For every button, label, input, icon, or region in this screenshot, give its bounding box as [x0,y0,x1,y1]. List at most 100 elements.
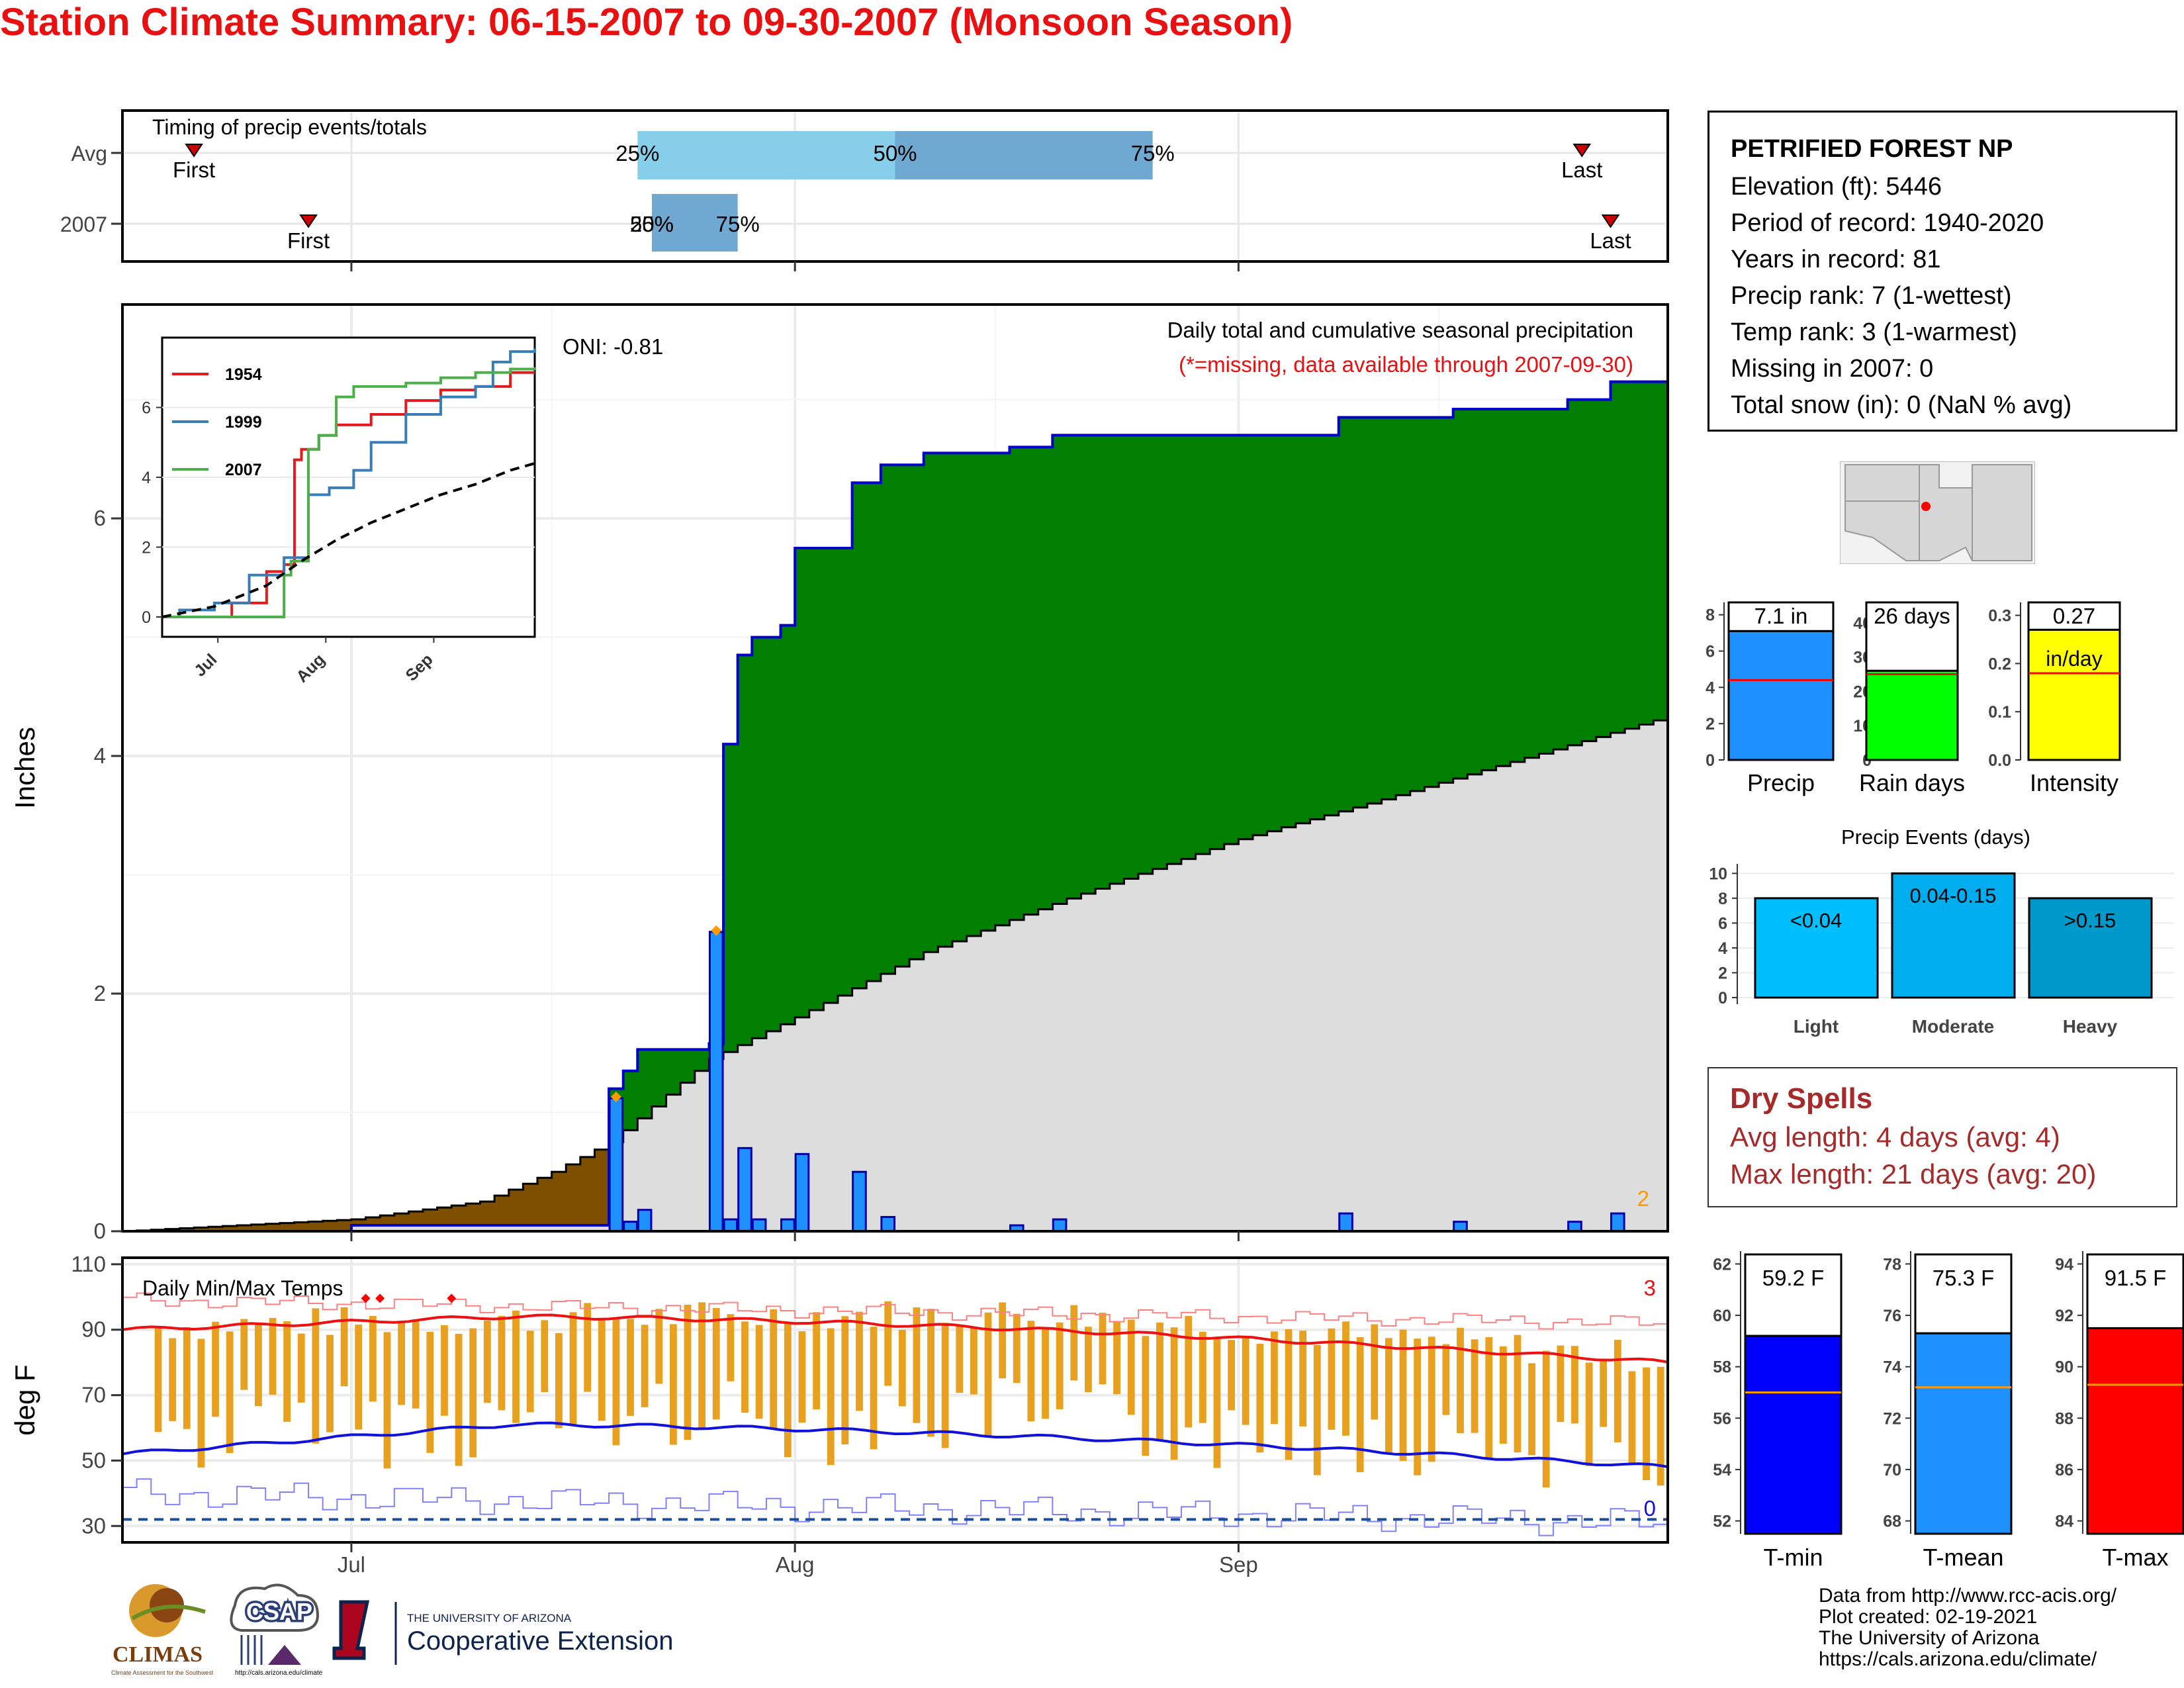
temp-summary-fill [2086,1327,2184,1535]
summary-bar-fill [2027,628,2121,761]
precip-above-average [737,655,752,1045]
precip-below-average [308,1221,324,1231]
daily-temp-range-bar [870,1327,878,1450]
inset-legend-label: 2007 [225,461,262,479]
inset-legend-label: 1999 [225,413,262,432]
precip-above-average [1152,435,1167,869]
temp-summary-frame [1744,1253,1843,1337]
temp-ytick-label: 90 [81,1317,106,1342]
daily-precip-bar [794,1152,810,1233]
events-bar-range: >0.15 [2064,909,2116,932]
dry-spells-box: Dry Spells Avg length: 4 days (avg: 4) M… [1707,1067,2177,1207]
daily-temp-range-bar [1356,1337,1364,1473]
precip-below-average [294,1222,309,1231]
daily-temp-range-bar [240,1319,248,1390]
daily-temp-range-bar [913,1307,921,1423]
daily-temp-range-bar [1256,1344,1264,1453]
daily-temp-range-bar [1485,1337,1493,1459]
daily-temp-range-bar [956,1325,964,1393]
daily-precip-bar [637,1209,653,1233]
precip-above-average [1424,417,1439,787]
precip-below-average [594,1149,610,1226]
precip-above-average [1138,435,1154,874]
inset-series-line [162,367,536,618]
temp-summary-tick-label: 90 [2055,1358,2073,1377]
station-precip-rank: Precip rank: 7 (1-wettest) [1731,282,2012,310]
avg-min-temp-line [122,1421,1668,1468]
daily-temp-range-bar [1170,1327,1178,1460]
precip-above-average [1124,435,1139,879]
summary-tick-label: 4 [1706,679,1715,697]
daily-temp-range-bar [927,1309,934,1437]
precip-corner-count: 2 [1637,1186,1649,1211]
station-years: Years in record: 81 [1731,246,1941,273]
precip-above-average [1353,417,1368,808]
precip-below-average [351,1219,367,1226]
timing-avg-p75: 75% [1131,141,1175,165]
inset-ytick-label: 0 [142,608,151,627]
daily-precip-bar [608,1097,624,1233]
precip-above-average [651,1049,667,1107]
precip-above-average [809,547,824,1010]
daily-temp-range-bar [813,1312,820,1410]
precip-below-average [580,1156,596,1226]
precip-above-average [880,465,896,974]
precip-above-average [838,547,853,996]
events-category: Moderate [1912,1016,1994,1037]
daily-precip-bar [737,1147,752,1233]
daily-temp-range-bar [1299,1331,1307,1427]
temp-summary-tick-label: 70 [1883,1461,1901,1479]
daily-temp-range-bar [197,1338,205,1468]
daily-temp-range-bar [1643,1367,1650,1480]
precip-above-average [637,1049,653,1119]
precip-below-average [494,1196,510,1226]
daily-temp-range-bar [784,1323,792,1458]
daily-temp-range-bar [1084,1327,1092,1393]
university-of-arizona-logo: THE UNIVERSITY OF ARIZONA Cooperative Ex… [332,1600,673,1665]
daily-temp-range-bar [698,1302,706,1430]
precip-below-average [508,1190,523,1226]
daily-precip-bar [1052,1218,1068,1233]
daily-temp-range-bar [641,1325,649,1407]
daily-temp-range-bar [856,1311,863,1411]
station-temp-rank: Temp rank: 3 (1-warmest) [1731,318,2017,346]
precip-above-average [981,453,996,931]
dry-spells-max: Max length: 21 days (avg: 20) [1730,1158,2097,1190]
summary-tick-label: 0.0 [1988,751,2011,770]
daily-temp-range-bar [941,1323,949,1448]
temp-count-low: 0 [1644,1496,1656,1521]
daily-temp-range-bar [827,1328,835,1466]
daily-temp-range-bar [1657,1366,1664,1486]
temp-summary-fill [1744,1335,1843,1535]
precip-above-average [1052,435,1068,904]
precip-above-average [1653,381,1668,721]
events-tick-label: 0 [1718,989,1727,1008]
daily-temp-range-bar [770,1309,778,1428]
precip-below-average [423,1209,438,1226]
precip-above-average [1066,435,1082,899]
temp-summary-tick-label: 62 [1713,1255,1731,1274]
daily-temp-range-bar [970,1327,978,1395]
precip-above-average [1195,435,1210,855]
temp-summary-label: T-min [1764,1544,1823,1569]
daily-precip-bar [1453,1221,1468,1233]
precip-above-average [766,637,782,1031]
precip-ytick-label: 2 [94,981,106,1006]
events-bar-range: <0.04 [1790,909,1842,932]
timing-avg-first-label: First [173,158,215,182]
daily-temp-range-bar [1542,1350,1550,1487]
daily-temp-range-bar [984,1312,992,1438]
precip-above-average [795,547,810,1017]
precip-ytick-label: 4 [94,743,106,768]
precip-below-average [279,1223,295,1231]
precip-title: Daily total and cumulative seasonal prec… [1167,318,1633,342]
timing-panel: Timing of precip events/totals Avg 2007 … [60,109,1669,263]
precip-below-average [480,1201,495,1226]
daily-temp-range-bar [798,1331,806,1423]
summary-tick-label: 8 [1706,606,1715,625]
temp-summary-frame [2086,1253,2184,1329]
svg-text:http://cals.arizona.edu/climat: http://cals.arizona.edu/climate [235,1669,323,1677]
daily-temp-range-bar [483,1320,491,1403]
precip-above-average [1610,381,1625,733]
precip-subtitle: (*=missing, data available through 2007-… [1179,352,1633,377]
